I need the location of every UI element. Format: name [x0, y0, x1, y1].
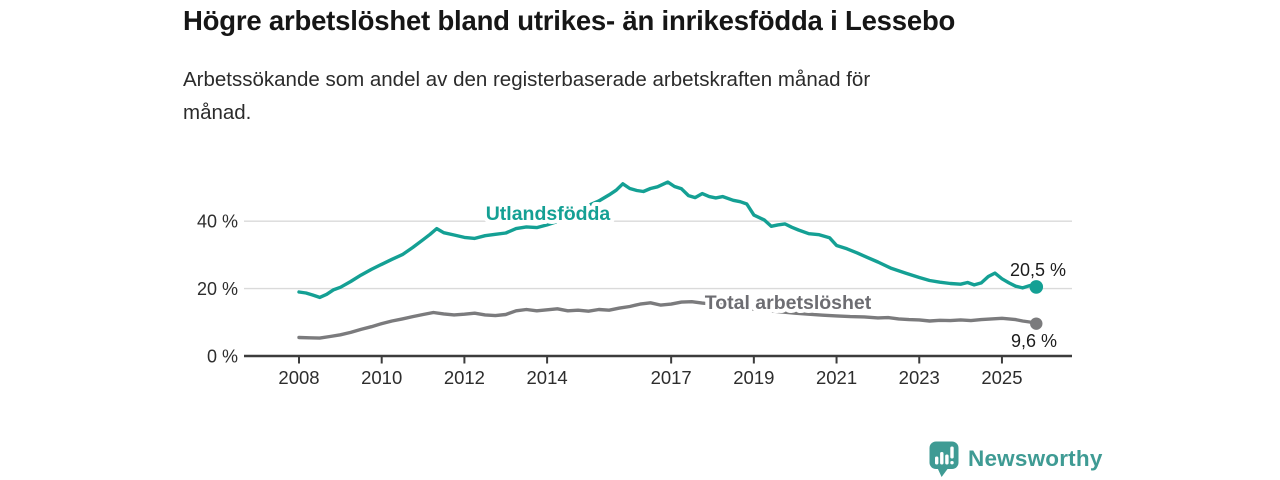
x-tick-label: 2021: [816, 367, 857, 388]
x-tick-label: 2023: [899, 367, 940, 388]
series-inline-label: Utlandsfödda: [486, 203, 611, 225]
x-tick-label: 2017: [651, 367, 692, 388]
series-end-value-label: 20,5 %: [1010, 260, 1066, 280]
newsworthy-bar-chart-bubble-icon: [929, 441, 959, 477]
series-end-dot-utlandsfodda: [1029, 280, 1044, 294]
series-line-total: [297, 300, 1039, 340]
page-title: Högre arbetslöshet bland utrikes- än inr…: [183, 5, 956, 36]
x-tick-label: 2025: [981, 367, 1022, 388]
x-tick-label: 2014: [527, 367, 568, 388]
chart-subtitle-line-1: Arbetssökande som andel av den registerb…: [183, 68, 871, 91]
y-tick-label: 20 %: [197, 279, 238, 299]
x-tick-label: 2012: [444, 367, 485, 388]
series-line-utlandsfodda: [297, 180, 1039, 300]
x-tick-label: 2010: [361, 367, 402, 388]
newsworthy-wordmark: Newsworthy: [968, 446, 1103, 471]
x-tick-label: 2019: [733, 367, 774, 388]
series-end-dot-total: [1030, 317, 1043, 330]
series-inline-label: Total arbetslöshet: [705, 292, 872, 314]
chart-subtitle: Arbetssökande som andel av den registerb…: [183, 63, 870, 129]
chart-subtitle-line-2: månad.: [183, 101, 252, 124]
series-end-value-label: 9,6 %: [1011, 331, 1057, 351]
y-tick-label: 0 %: [207, 347, 238, 367]
newsworthy-logo[interactable]: Newsworthy: [929, 441, 1103, 477]
y-tick-label: 40 %: [197, 212, 238, 232]
x-tick-label: 2008: [278, 367, 319, 388]
